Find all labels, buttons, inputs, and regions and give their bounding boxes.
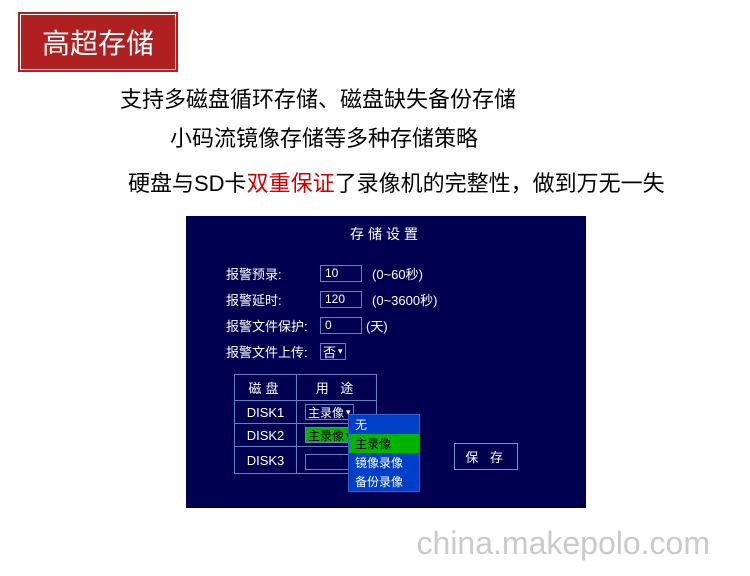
select-alarm-upload-value: 否 bbox=[323, 342, 336, 361]
desc-line-1: 支持多磁盘循环存储、磁盘缺失备份存储 bbox=[120, 82, 710, 117]
dropdown-item-backup[interactable]: 备份录像 bbox=[349, 472, 419, 491]
desc-3a: 硬盘与SD卡 bbox=[128, 171, 247, 196]
label-alarm-delay: 报警延时: bbox=[226, 290, 320, 309]
th-disk: 磁盘 bbox=[235, 375, 297, 401]
select-disk2-use[interactable]: 主录像 ▾ bbox=[305, 427, 354, 443]
label-alarm-upload: 报警文件上传: bbox=[226, 342, 320, 361]
chevron-down-icon: ▾ bbox=[338, 346, 343, 357]
cell-disk1: DISK1 bbox=[235, 401, 297, 424]
storage-settings-screen: 存储设置 报警预录: 10 (0~60秒) 报警延时: 120 (0~3600秒… bbox=[186, 216, 586, 508]
save-button[interactable]: 保 存 bbox=[454, 443, 518, 470]
input-alarm-prerec[interactable]: 10 bbox=[320, 265, 362, 282]
cell-disk2: DISK2 bbox=[235, 424, 297, 447]
desc-3b: 了录像机的完整性，做到万无一失 bbox=[335, 171, 665, 196]
description-block: 支持多磁盘循环存储、磁盘缺失备份存储 小码流镜像存储等多种存储策略 硬盘与SD卡… bbox=[120, 82, 710, 202]
label-alarm-protect: 报警文件保护: bbox=[226, 316, 320, 335]
input-alarm-delay[interactable]: 120 bbox=[320, 291, 362, 308]
cell-disk3: DISK3 bbox=[235, 447, 297, 474]
select-disk2-value: 主录像 bbox=[308, 427, 344, 444]
row-alarm-protect: 报警文件保护: 0 (天) bbox=[226, 314, 586, 336]
disk-use-dropdown: 无 主录像 镜像录像 备份录像 bbox=[348, 414, 420, 492]
select-alarm-upload[interactable]: 否 ▾ bbox=[320, 343, 346, 360]
row-alarm-prerec: 报警预录: 10 (0~60秒) bbox=[226, 262, 586, 284]
desc-3-red: 双重保证 bbox=[247, 171, 335, 196]
header-badge: 高超存储 bbox=[18, 12, 178, 72]
dropdown-item-none[interactable]: 无 bbox=[349, 415, 419, 434]
hint-alarm-protect: (天) bbox=[366, 316, 388, 335]
row-alarm-delay: 报警延时: 120 (0~3600秒) bbox=[226, 288, 586, 310]
table-header-row: 磁盘 用 途 bbox=[235, 375, 377, 401]
select-disk1-use[interactable]: 主录像 ▾ bbox=[305, 404, 354, 420]
dropdown-item-mirror[interactable]: 镜像录像 bbox=[349, 453, 419, 472]
row-alarm-upload: 报警文件上传: 否 ▾ bbox=[226, 340, 586, 362]
input-alarm-protect[interactable]: 0 bbox=[320, 317, 362, 334]
desc-line-2: 小码流镜像存储等多种存储策略 bbox=[170, 121, 710, 156]
hint-alarm-delay: (0~3600秒) bbox=[372, 290, 437, 309]
hint-alarm-prerec: (0~60秒) bbox=[372, 264, 423, 283]
watermark: china.makepolo.com bbox=[417, 525, 710, 562]
dropdown-item-main[interactable]: 主录像 bbox=[349, 434, 419, 453]
th-use: 用 途 bbox=[297, 375, 377, 401]
label-alarm-prerec: 报警预录: bbox=[226, 264, 320, 283]
screen-title: 存储设置 bbox=[186, 216, 586, 258]
desc-line-3: 硬盘与SD卡双重保证了录像机的完整性，做到万无一失 bbox=[128, 166, 710, 201]
select-disk1-value: 主录像 bbox=[308, 404, 344, 421]
